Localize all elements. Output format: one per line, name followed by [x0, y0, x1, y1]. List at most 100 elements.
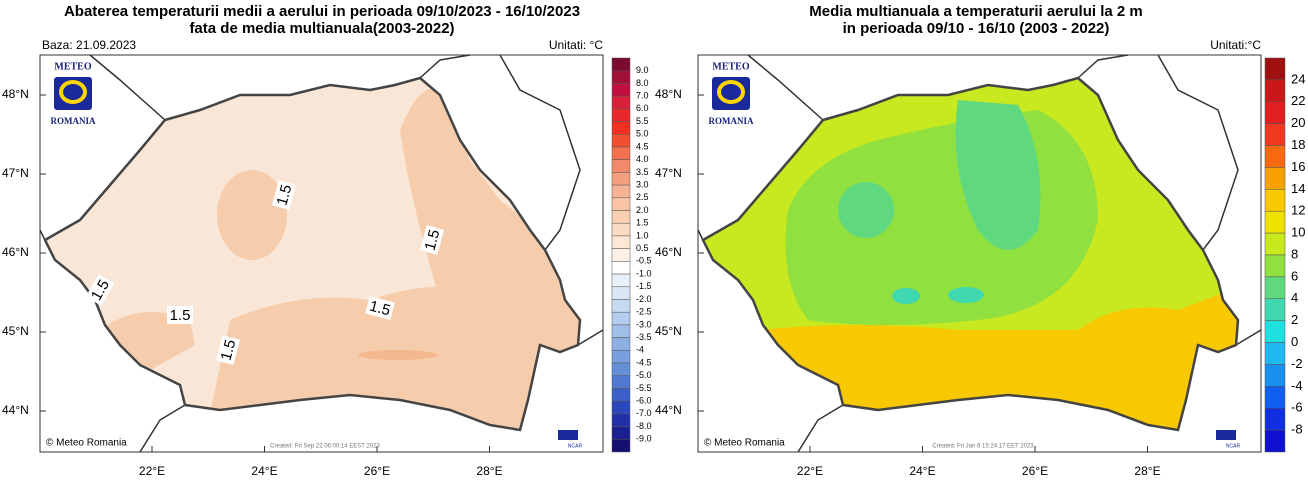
logo-text: ROMANIA — [709, 116, 754, 126]
colorbar-label: -3.0 — [636, 319, 652, 329]
contour-label-bg — [167, 306, 193, 324]
colorbar-swatch — [1264, 189, 1286, 212]
contour-label: 1.5 — [419, 225, 445, 255]
colorbar-label: 1.5 — [636, 218, 649, 228]
ncar-label: NCAR — [568, 443, 583, 449]
colorbar-label: 0.5 — [636, 243, 649, 253]
contour-label-bg — [365, 295, 395, 321]
colorbar-label: 7.0 — [636, 91, 649, 101]
lat-label: 45°N — [2, 324, 29, 338]
colorbar-label: 6.0 — [636, 103, 649, 113]
colorbar-swatch — [611, 375, 631, 389]
logo-icon — [59, 80, 87, 104]
colorbar-label: 22 — [1291, 93, 1305, 108]
contour-label-bg — [85, 274, 115, 306]
created: Created: Fri Jan 6 15:24:17 EET 2023 — [932, 444, 1034, 450]
colorbar-swatch — [1264, 407, 1286, 431]
colorbar-swatch — [611, 261, 631, 275]
colorbar-swatch — [1264, 276, 1286, 300]
colorbar-swatch — [1264, 386, 1286, 409]
colorbar-label: -6 — [1291, 400, 1303, 415]
lat-label: 46°N — [2, 245, 29, 259]
panel-title: Abaterea temperaturii medii a aerului in… — [64, 3, 580, 20]
colorbar-swatch — [1264, 57, 1286, 81]
colorbar-label: 20 — [1291, 115, 1305, 130]
contour-label-bg — [215, 335, 241, 365]
colorbar-label: -4 — [636, 345, 644, 355]
colorbar-swatch — [611, 337, 631, 351]
colorbar-label: 3.5 — [636, 167, 649, 177]
units: Unitati:°C — [1210, 38, 1261, 52]
lon-label: 22°E — [139, 464, 165, 478]
lon-label: 28°E — [1134, 464, 1160, 478]
neighbor-border — [39, 54, 604, 453]
colorbar-label: -4.5 — [636, 357, 652, 367]
contour-label-text: 1.5 — [422, 228, 444, 253]
contour-label-bg — [271, 180, 297, 210]
lon-label: 28°E — [476, 464, 502, 478]
colorbar-swatch — [1264, 145, 1286, 168]
colorbar-swatch — [611, 311, 631, 326]
colorbar-label: -3.5 — [636, 332, 652, 342]
colorbar-swatch — [611, 222, 631, 237]
ncar-icon — [558, 430, 578, 440]
panel: Media multianuala a temperaturii aerului… — [655, 3, 1305, 478]
colorbar-swatch — [611, 95, 631, 110]
temp-region — [838, 182, 894, 238]
logo-text: ROMANIA — [51, 116, 96, 126]
colorbar-swatch — [611, 273, 631, 288]
ncar-label: NCAR — [1226, 443, 1241, 449]
colorbar-swatch — [611, 400, 631, 415]
colorbar-swatch — [1264, 364, 1286, 387]
colorbar-label: -2.0 — [636, 294, 652, 304]
colorbar-swatch — [611, 286, 631, 300]
colorbar-label: 4 — [1291, 290, 1298, 305]
colorbar-swatch — [611, 299, 631, 313]
colorbar-label: -1.0 — [636, 268, 652, 278]
colorbar-swatch — [1264, 101, 1286, 124]
anomaly-region — [217, 170, 287, 260]
logo-icon — [717, 80, 745, 104]
colorbar-swatch — [611, 248, 631, 262]
colorbar-swatch — [611, 134, 631, 148]
lat-label: 47°N — [2, 166, 29, 180]
contour-label: 1.5 — [215, 335, 241, 365]
lat-label: 47°N — [655, 166, 682, 180]
colorbar-swatch — [611, 362, 631, 376]
colorbar-label: -8 — [1291, 422, 1303, 437]
colorbar-swatch — [1264, 79, 1286, 103]
colorbar-swatch — [1264, 254, 1286, 278]
contour-label-text: 1.5 — [218, 338, 240, 363]
colorbar-label: 6 — [1291, 268, 1298, 283]
colorbar-label: 10 — [1291, 225, 1305, 240]
lon-label: 24°E — [251, 464, 277, 478]
colorbar-label: -2.5 — [636, 307, 652, 317]
lat-label: 46°N — [655, 245, 682, 259]
contour-label-text: 1.5 — [368, 298, 393, 320]
colorbar-label: -0.5 — [636, 256, 652, 266]
colorbar-swatch — [1264, 429, 1286, 453]
lat-label: 45°N — [655, 324, 682, 338]
contour-label: 1.5 — [167, 306, 193, 324]
base-date: Baza: 21.09.2023 — [42, 38, 136, 52]
colorbar-label: 2.5 — [636, 192, 649, 202]
colorbar-swatch — [611, 184, 631, 199]
colorbar-swatch — [611, 413, 631, 427]
colorbar-label: 14 — [1291, 181, 1305, 196]
colorbar-label: 1.0 — [636, 230, 649, 240]
colorbar-label: 24 — [1291, 71, 1305, 86]
logo-text: METEO — [712, 61, 749, 72]
lon-label: 26°E — [1022, 464, 1048, 478]
colorbar-label: 5.5 — [636, 116, 649, 126]
colorbar-label: -6.0 — [636, 396, 652, 406]
lat-label: 44°N — [655, 403, 682, 417]
colorbar-swatch — [611, 210, 631, 224]
anomaly-region — [358, 350, 438, 360]
ncar-icon — [1216, 430, 1236, 440]
colorbar-swatch — [611, 197, 631, 211]
created: Created: Fri Sep 22 06:00:14 EEST 2023 — [270, 444, 380, 450]
colorbar-label: 18 — [1291, 137, 1305, 152]
contour-label-text: 1.5 — [170, 307, 191, 324]
colorbar-label: 0 — [1291, 334, 1298, 349]
